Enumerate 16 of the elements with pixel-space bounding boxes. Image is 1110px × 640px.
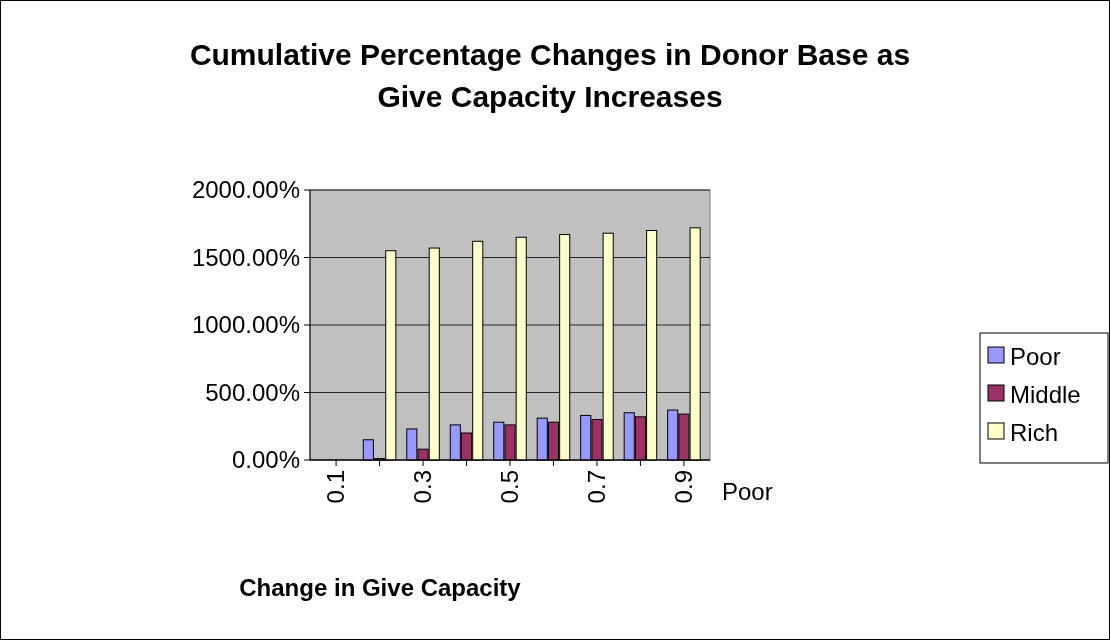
chart-title: Cumulative Percentage Changes in Donor Base as Give Capacity Increases (189, 38, 911, 113)
x-tick-label: 0.1 (322, 470, 350, 504)
y-tick-label: 1000.00% (191, 311, 300, 339)
x-tick-label: 0.9 (670, 470, 698, 504)
y-tick-label: 1500.00% (191, 243, 300, 271)
y-tick-label: 2000.00% (191, 176, 300, 204)
y-tick-label: 500.00% (205, 378, 300, 406)
x-tick-label: 0.5 (496, 470, 524, 504)
x-axis-title: Change in Give Capacity (239, 574, 522, 601)
x-tick-label: 0.3 (409, 470, 437, 504)
legend-label: Poor (1010, 343, 1061, 371)
text: Poor (722, 478, 773, 505)
legend-label: Middle (1010, 381, 1081, 409)
x-tick-label: 0.7 (583, 470, 611, 504)
y-tick-label: 0.00% (231, 446, 300, 474)
legend-label: Rich (1010, 419, 1059, 447)
